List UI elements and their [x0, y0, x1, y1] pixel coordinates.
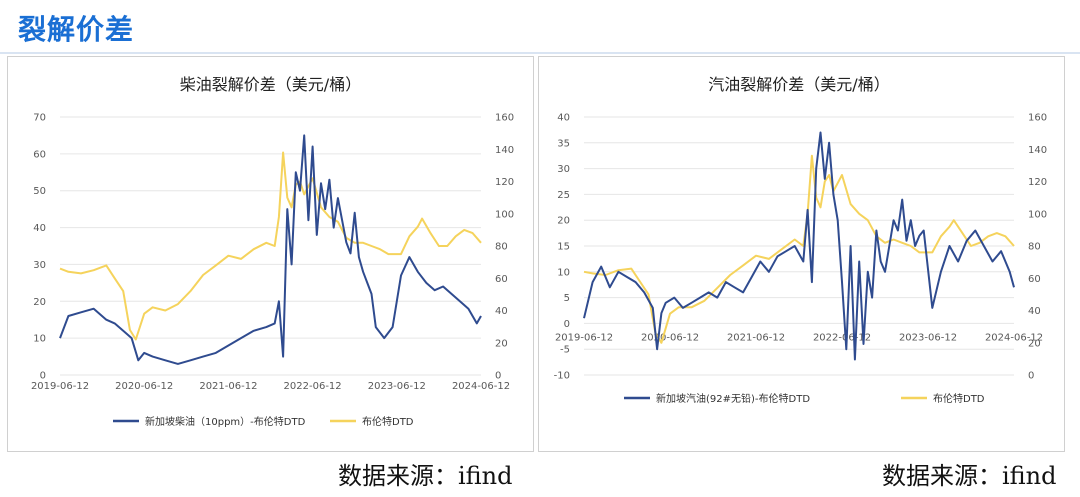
y-right-tick-label: 160 — [1028, 113, 1047, 124]
legend-label: 新加坡柴油（10ppm）-布伦特DTD — [145, 415, 306, 428]
gasoline-crack-chart: 汽油裂解价差（美元/桶） -10 -5 0 5 10 15 20 25 30 35 40 0 20 40 60… — [554, 75, 1047, 405]
x-tick-label: 2020-06-12 — [641, 332, 699, 343]
y-right-tick-label: 0 — [495, 371, 501, 382]
y-right-tick-label: 140 — [495, 145, 514, 156]
x-tick-label: 2020-06-12 — [115, 381, 173, 392]
y-left-tick-label: 20 — [557, 216, 570, 227]
crack-spread-line — [583, 131, 1015, 361]
y-left-tick-label: 70 — [33, 113, 46, 124]
y-left-tick-label: 0 — [40, 371, 46, 382]
y-right-tick-label: 0 — [1028, 371, 1034, 382]
y-left-tick-label: 10 — [33, 334, 46, 345]
y-right-tick-label: 100 — [1028, 209, 1047, 220]
y-right-tick-label: 120 — [495, 177, 514, 188]
y-left-tick-label: -10 — [554, 371, 570, 382]
data-source-right: 数据来源：ifind — [882, 462, 1057, 490]
y-right-tick-label: 60 — [495, 274, 508, 285]
y-right-tick-label: 80 — [495, 242, 508, 253]
y-right-tick-label: 160 — [495, 113, 514, 124]
x-tick-label: 2019-06-12 — [555, 332, 613, 343]
y-right-tick-label: 100 — [495, 209, 514, 220]
y-left-tick-label: 30 — [33, 260, 46, 271]
legend-label: 布伦特DTD — [362, 415, 414, 428]
y-right-tick-label: 60 — [1028, 274, 1041, 285]
y-left-tick-label: 0 — [564, 319, 570, 330]
chart-title: 柴油裂解价差（美元/桶） — [180, 75, 361, 94]
x-tick-label: 2022-06-12 — [284, 381, 342, 392]
y-left-tick-label: 25 — [557, 190, 570, 201]
y-left-tick-label: 10 — [557, 267, 570, 278]
chart-title: 汽油裂解价差（美元/桶） — [708, 75, 889, 94]
y-right-tick-label: 20 — [1028, 338, 1041, 349]
brent-dtd-line — [583, 154, 1015, 344]
legend-label: 布伦特DTD — [933, 392, 985, 405]
y-left-tick-label: 40 — [33, 223, 46, 234]
y-right-tick-label: 140 — [1028, 145, 1047, 156]
y-right-tick-label: 80 — [1028, 242, 1041, 253]
y-right-tick-label: 20 — [495, 338, 508, 349]
diesel-crack-chart: 柴油裂解价差（美元/桶） 0 10 20 30 40 50 60 70 0 20 40 60 80 100 1… — [31, 75, 514, 428]
y-right-tick-label: 120 — [1028, 177, 1047, 188]
x-tick-label: 2023-06-12 — [368, 381, 426, 392]
brent-dtd-line — [59, 151, 482, 341]
y-right-tick-label: 40 — [1028, 306, 1041, 317]
x-tick-label: 2021-06-12 — [727, 332, 785, 343]
y-left-tick-label: 50 — [33, 186, 46, 197]
x-tick-label: 2022-06-12 — [813, 332, 871, 343]
crack-spread-line — [59, 134, 482, 365]
title-divider — [0, 52, 1080, 54]
y-right-tick-label: 40 — [495, 306, 508, 317]
x-tick-label: 2021-06-12 — [199, 381, 257, 392]
legend-label: 新加坡汽油(92#无铅)-布伦特DTD — [656, 392, 810, 405]
y-left-tick-label: 40 — [557, 113, 570, 124]
data-source-left: 数据来源：ifind — [338, 462, 513, 490]
y-left-tick-label: 5 — [564, 293, 570, 304]
y-left-tick-label: 30 — [557, 164, 570, 175]
y-left-tick-label: 60 — [33, 149, 46, 160]
y-left-tick-label: 35 — [557, 138, 570, 149]
x-tick-label: 2024-06-12 — [985, 332, 1043, 343]
gasoline-crack-chart-panel: 汽油裂解价差（美元/桶） -10 -5 0 5 10 15 20 25 30 35 40 0 20 40 60… — [538, 56, 1065, 452]
y-left-tick-label: 15 — [557, 242, 570, 253]
x-tick-label: 2023-06-12 — [899, 332, 957, 343]
x-tick-label: 2019-06-12 — [31, 381, 89, 392]
diesel-crack-chart-panel: 柴油裂解价差（美元/桶） 0 10 20 30 40 50 60 70 0 20 40 60 80 100 1… — [7, 56, 534, 452]
x-tick-label: 2024-06-12 — [452, 381, 510, 392]
y-left-tick-label: -5 — [560, 345, 570, 356]
page-title: 裂解价差 — [18, 13, 135, 46]
y-left-tick-label: 20 — [33, 297, 46, 308]
